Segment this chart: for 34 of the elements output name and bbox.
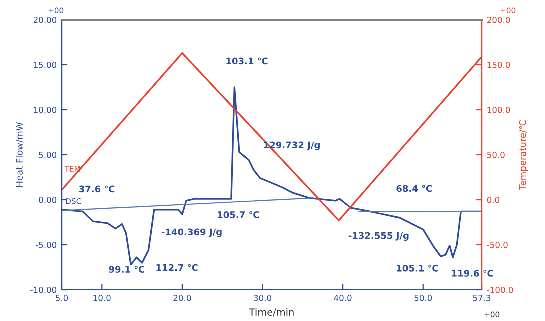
y-tick-label: 5.00 (39, 152, 57, 158)
y-axis-title: Heat Flow/mW (16, 122, 24, 187)
annotation: 99.1 ℃ (109, 266, 144, 273)
annotation: 37.6 ℃ (79, 186, 115, 193)
y2-axis-title: Temperature/℃ (519, 120, 528, 190)
x-tick-label: 57.3 (473, 295, 491, 302)
y2-tick-label: 100.0 (488, 106, 510, 114)
annotation: 119.6 ℃ (452, 270, 494, 277)
y-tick-label: 15.00 (34, 62, 57, 68)
annotation: 103.1 ℃ (226, 58, 268, 65)
x-tick-label: 40.0 (334, 295, 352, 302)
y2-tick-label: 200.0 (487, 16, 510, 24)
y-tick-label: 20.00 (34, 16, 57, 24)
y-tick-label: -5.00 (36, 242, 57, 248)
x-tick-label: 20.0 (174, 295, 192, 302)
x-tick-label: 10.0 (94, 295, 111, 302)
x-tick-label: 50.0 (414, 295, 432, 302)
annotation: -132.555 J/g (348, 232, 409, 242)
y-tick-label: -10.00 (30, 286, 57, 294)
x-axis-title: Time/min (249, 308, 294, 317)
y2-tick-label: 150.0 (488, 62, 510, 68)
y-tick-label: 0.00 (39, 196, 57, 204)
annotation: 105.1 ℃ (397, 264, 438, 272)
y2-tick-label: -100.0 (487, 286, 514, 294)
annotation: -140.369 J/g (162, 228, 222, 238)
annotation: 112.7 ℃ (156, 264, 198, 272)
annotation: 105.7 ℃ (218, 211, 260, 218)
x-tick-label: 5.0 (56, 295, 68, 302)
y2-tick-label: -50.0 (487, 242, 508, 248)
annotation: 68.4 ℃ (396, 185, 432, 192)
x-tick-label: 30.0 (254, 295, 272, 302)
y-tick-label: 10.00 (34, 106, 57, 114)
y2-tick-label: 50.0 (488, 152, 505, 158)
y2-tick-label: 0.0 (487, 196, 500, 204)
